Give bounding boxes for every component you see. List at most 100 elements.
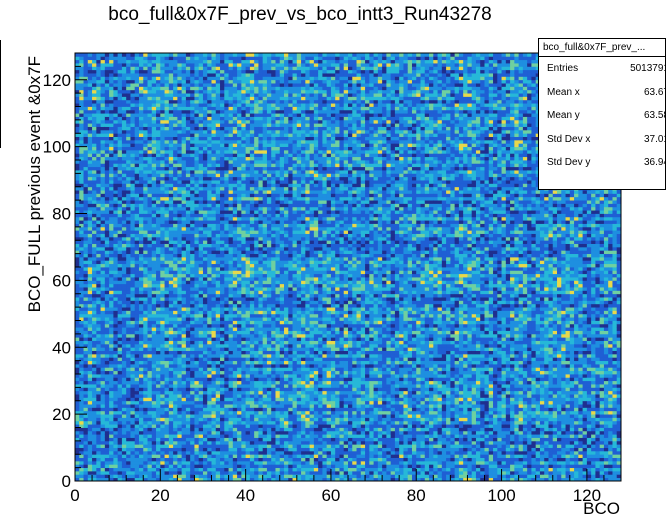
heatmap-cell (151, 350, 157, 355)
heatmap-cell (117, 153, 123, 158)
heatmap-cell (220, 280, 225, 285)
heatmap-cell (151, 380, 157, 385)
heatmap-cell (100, 206, 106, 211)
heatmap-cell (198, 236, 204, 241)
heatmap-cell (134, 170, 140, 174)
heatmap-cell (224, 367, 229, 372)
heatmap-cell (126, 303, 131, 308)
heatmap-cell (83, 290, 89, 295)
heatmap-cell (190, 444, 195, 448)
heatmap-cell (168, 337, 174, 341)
heatmap-cell (181, 63, 187, 67)
heatmap-cell (168, 270, 174, 275)
heatmap-cell (126, 377, 131, 382)
heatmap-cell (96, 293, 101, 298)
heatmap-cell (220, 390, 225, 395)
heatmap-cell (130, 210, 136, 214)
heatmap-cell (202, 203, 208, 208)
heatmap-cell (151, 450, 157, 455)
heatmap-cell (75, 133, 80, 137)
heatmap-cell (181, 397, 187, 402)
heatmap-cell (109, 467, 114, 472)
heatmap-cell (126, 400, 131, 405)
heatmap-cell (198, 156, 204, 161)
heatmap-cell (96, 210, 101, 214)
heatmap-cell (220, 216, 225, 221)
heatmap-cell (198, 53, 204, 57)
heatmap-cell (237, 273, 242, 278)
heatmap-cell (177, 53, 183, 57)
heatmap-cell (138, 407, 144, 412)
heatmap-cell (181, 404, 187, 408)
heatmap-cell (198, 206, 204, 211)
heatmap-cell (241, 474, 247, 479)
heatmap-cell (224, 139, 229, 144)
heatmap-cell (173, 367, 178, 372)
heatmap-cell (164, 470, 170, 475)
heatmap-cell (104, 263, 110, 268)
heatmap-cell (100, 477, 106, 482)
heatmap-cell (130, 323, 136, 328)
heatmap-cell (147, 370, 153, 375)
heatmap-cell (79, 357, 84, 362)
heatmap-cell (168, 360, 174, 365)
heatmap-cell (130, 216, 136, 221)
heatmap-cell (185, 404, 191, 408)
heatmap-cell (232, 467, 238, 472)
heatmap-cell (92, 76, 97, 81)
heatmap-cell (109, 203, 114, 208)
heatmap-cell (113, 414, 119, 418)
heatmap-cell (202, 370, 208, 375)
heatmap-cell (164, 387, 170, 392)
heatmap-cell (194, 404, 200, 408)
heatmap-cell (75, 390, 80, 395)
heatmap-cell (151, 397, 157, 402)
heatmap-cell (147, 477, 153, 482)
heatmap-cell (160, 210, 165, 214)
heatmap-cell (190, 176, 195, 181)
heatmap-cell (121, 256, 127, 261)
heatmap-cell (79, 136, 84, 141)
heatmap-cell (168, 353, 174, 358)
heatmap-cell (113, 126, 119, 131)
heatmap-cell (173, 404, 178, 408)
heatmap-cell (134, 410, 140, 415)
heatmap-cell (185, 166, 191, 171)
heatmap-cell (190, 103, 195, 107)
heatmap-cell (228, 149, 234, 154)
heatmap-cell (232, 103, 238, 107)
heatmap-cell (126, 59, 131, 64)
heatmap-cell (185, 343, 191, 348)
heatmap-cell (228, 370, 234, 375)
heatmap-cell (96, 256, 101, 261)
heatmap-cell (215, 233, 221, 238)
heatmap-cell (228, 86, 234, 91)
heatmap-cell (92, 89, 97, 94)
heatmap-cell (224, 153, 229, 158)
heatmap-cell (113, 457, 119, 462)
heatmap-cell (126, 256, 131, 261)
heatmap-cell (190, 410, 195, 415)
heatmap-cell (134, 477, 140, 482)
heatmap-cell (100, 183, 106, 188)
heatmap-cell (156, 380, 161, 385)
heatmap-cell (228, 327, 234, 331)
heatmap-cell (113, 370, 119, 375)
heatmap-cell (138, 327, 144, 331)
heatmap-cell (126, 143, 131, 148)
heatmap-cell (83, 327, 89, 331)
heatmap-cell (83, 467, 89, 472)
heatmap-cell (207, 410, 212, 415)
heatmap-cell (117, 193, 123, 198)
heatmap-cell (224, 307, 229, 311)
heatmap-cell (156, 287, 161, 291)
heatmap-cell (177, 444, 183, 448)
heatmap-cell (156, 109, 161, 114)
heatmap-cell (143, 170, 148, 174)
heatmap-cell (211, 460, 217, 465)
heatmap-cell (147, 440, 153, 445)
heatmap-cell (87, 370, 93, 375)
heatmap-cell (185, 103, 191, 107)
heatmap-cell (96, 303, 101, 308)
heatmap-cell (202, 200, 208, 204)
